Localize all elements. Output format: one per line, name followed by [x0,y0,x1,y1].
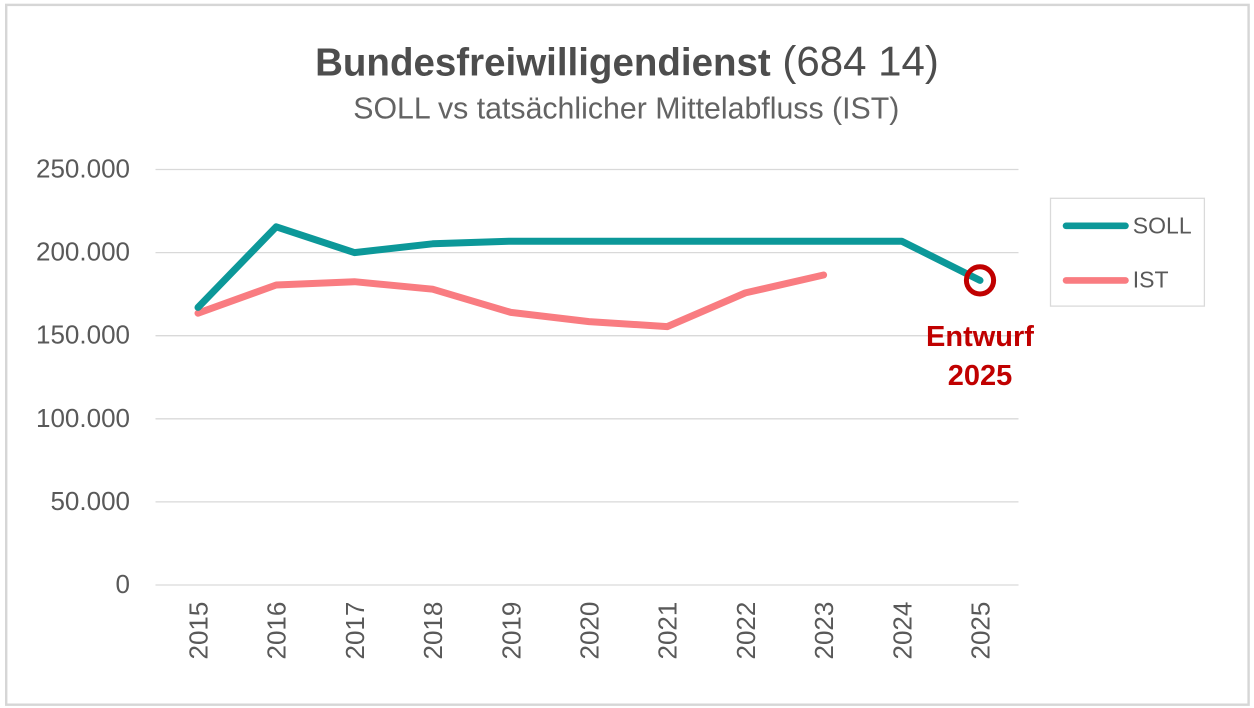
svg-text:200.000: 200.000 [36,237,130,267]
svg-text:100.000: 100.000 [36,403,130,433]
svg-text:2016: 2016 [262,602,292,660]
svg-text:2015: 2015 [184,602,214,660]
svg-text:2019: 2019 [496,602,526,660]
svg-text:50.000: 50.000 [50,486,130,516]
svg-text:2020: 2020 [575,602,605,660]
svg-text:2025: 2025 [966,602,996,660]
svg-text:250.000: 250.000 [36,154,130,184]
svg-text:Bundesfreiwilligendienst (684: Bundesfreiwilligendienst (684 14) [315,38,939,85]
svg-text:Entwurf: Entwurf [926,321,1034,353]
svg-text:150.000: 150.000 [36,320,130,350]
svg-text:2024: 2024 [887,602,917,660]
svg-text:0: 0 [116,569,130,599]
svg-text:2025: 2025 [948,360,1013,392]
svg-text:2022: 2022 [731,602,761,660]
svg-text:SOLL vs tatsächlicher Mittelab: SOLL vs tatsächlicher Mittelabfluss (IST… [353,93,899,126]
svg-text:2023: 2023 [809,602,839,660]
svg-text:SOLL: SOLL [1133,212,1192,238]
svg-text:2021: 2021 [653,602,683,660]
svg-text:IST: IST [1133,267,1169,293]
svg-text:2017: 2017 [340,602,370,660]
svg-text:2018: 2018 [418,602,448,660]
